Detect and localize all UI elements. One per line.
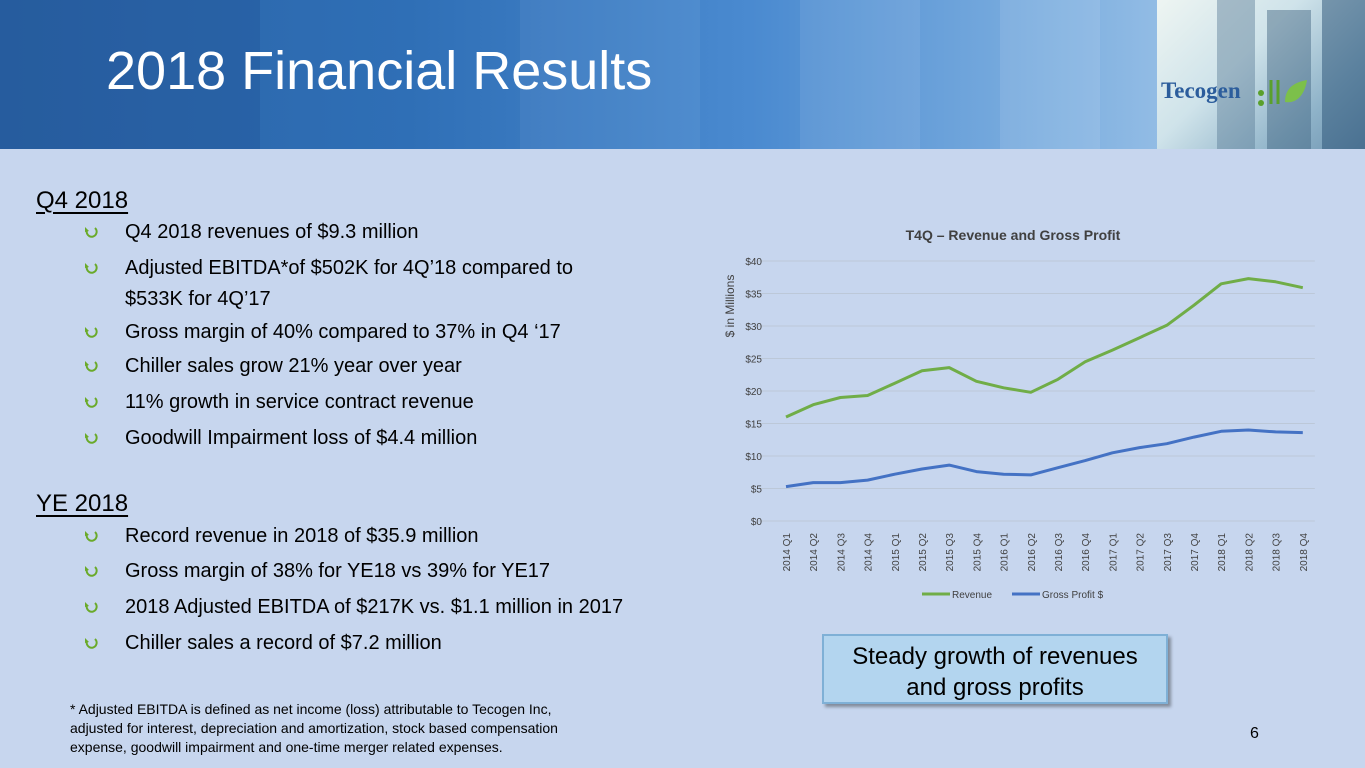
tecogen-logo: Tecogen — [1157, 72, 1365, 112]
x-tick-label: 2016 Q4 — [1081, 533, 1092, 572]
bullet-text: Q4 2018 revenues of $9.3 million — [125, 221, 419, 243]
ye-section-heading: YE 2018 — [36, 490, 129, 517]
x-tick-label: 2015 Q3 — [945, 533, 956, 572]
callout-line: and gross profits — [906, 674, 1084, 701]
y-tick-label: $35 — [745, 290, 762, 301]
logo-text: Tecogen — [1161, 78, 1241, 103]
x-tick-label: 2015 Q1 — [891, 533, 902, 572]
bullet-arrow-icon — [85, 566, 98, 577]
x-tick-label: 2014 Q4 — [864, 533, 875, 572]
callout-line: Steady growth of revenues — [852, 643, 1138, 670]
x-tick-label: 2015 Q2 — [918, 533, 929, 572]
building-shape — [1267, 10, 1311, 149]
building-photo: Tecogen — [1157, 0, 1365, 149]
footnote-line: * Adjusted EBITDA is defined as net inco… — [70, 701, 552, 717]
bullet-text: Goodwill Impairment loss of $4.4 million — [125, 427, 478, 449]
chart-series — [785, 277, 1304, 489]
chart-title: T4Q – Revenue and Gross Profit — [906, 227, 1121, 243]
ebitda-footnote: * Adjusted EBITDA is defined as net inco… — [70, 700, 558, 757]
legend-label: Revenue — [952, 590, 992, 601]
revenue-gross-profit-chart: T4Q – Revenue and Gross Profit $ in Mill… — [723, 227, 1315, 601]
revenue-series-line — [785, 277, 1304, 419]
building-shape — [1322, 0, 1365, 149]
header-band — [1000, 0, 1100, 149]
chart-x-ticks: 2014 Q1 2014 Q2 2014 Q3 2014 Q4 2015 Q1 2015 … — [782, 533, 1310, 572]
bullet-text: 11% growth in service contract revenue — [125, 391, 474, 413]
x-tick-label: 2017 Q3 — [1163, 533, 1174, 572]
x-tick-label: 2017 Q1 — [1108, 533, 1119, 572]
x-tick-label: 2014 Q3 — [836, 533, 847, 572]
title-bar: 2018 Financial Results Tecogen — [0, 0, 1365, 149]
x-tick-label: 2018 Q2 — [1244, 533, 1255, 572]
x-tick-label: 2016 Q1 — [1000, 533, 1011, 572]
bullet-text: Gross margin of 38% for YE18 vs 39% for … — [125, 560, 551, 582]
footnote-line: adjusted for interest, depreciation and … — [70, 720, 558, 736]
bullet-text: $533K for 4Q’17 — [125, 288, 271, 310]
page-number: 6 — [1250, 725, 1259, 742]
y-tick-label: $20 — [745, 387, 762, 398]
x-tick-label: 2016 Q2 — [1027, 533, 1038, 572]
bullet-text: Record revenue in 2018 of $35.9 million — [125, 525, 479, 547]
x-tick-label: 2018 Q1 — [1217, 533, 1228, 572]
legend-label: Gross Profit $ — [1042, 590, 1104, 601]
bullet-arrow-icon — [85, 327, 98, 338]
x-tick-label: 2018 Q3 — [1272, 533, 1283, 572]
slide-title: 2018 Financial Results — [106, 41, 653, 101]
steady-growth-callout: Steady growth of revenues and gross prof… — [822, 634, 1168, 704]
gross-profit-series-line — [785, 428, 1303, 489]
x-tick-label: 2017 Q4 — [1190, 533, 1201, 572]
bullet-arrow-icon — [85, 397, 98, 408]
header-band — [800, 0, 920, 149]
bullet-arrow-icon — [85, 638, 98, 649]
y-tick-label: $25 — [745, 355, 762, 366]
bullet-arrow-icon — [85, 433, 98, 444]
header-band — [520, 0, 700, 149]
bullet-text: Gross margin of 40% compared to 37% in Q… — [125, 321, 561, 343]
bullet-arrow-icon — [85, 263, 98, 274]
y-tick-label: $30 — [745, 322, 762, 333]
x-tick-label: 2016 Q3 — [1054, 533, 1065, 572]
chart-y-axis-label: $ in Millions — [723, 275, 737, 338]
bullet-arrow-icon — [85, 361, 98, 372]
y-tick-label: $15 — [745, 420, 762, 431]
y-tick-label: $5 — [751, 485, 763, 496]
y-tick-label: $0 — [751, 517, 763, 528]
x-tick-label: 2018 Q4 — [1299, 533, 1310, 572]
q4-section-heading: Q4 2018 — [36, 187, 129, 214]
bullet-text: 2018 Adjusted EBITDA of $217K vs. $1.1 m… — [125, 596, 624, 618]
chart-y-ticks: $0 $5 $10 $15 $20 $25 $30 $35 $40 — [745, 257, 762, 528]
building-shape — [1217, 0, 1255, 149]
y-tick-label: $10 — [745, 452, 762, 463]
leaf-icon — [1258, 80, 1307, 106]
x-tick-label: 2014 Q2 — [809, 533, 820, 572]
x-tick-label: 2017 Q2 — [1136, 533, 1147, 572]
header-band — [0, 0, 260, 149]
bullet-text: Chiller sales grow 21% year over year — [125, 355, 462, 377]
bullet-arrow-icon — [85, 531, 98, 542]
footnote-line: expense, goodwill impairment and one-tim… — [70, 739, 503, 755]
x-tick-label: 2014 Q1 — [782, 533, 793, 572]
chart-legend: Revenue Gross Profit $ — [922, 590, 1104, 601]
bullet-arrow-icon — [85, 227, 98, 238]
y-tick-label: $40 — [745, 257, 762, 268]
x-tick-label: 2015 Q4 — [972, 533, 983, 572]
bullet-text: Adjusted EBITDA*of $502K for 4Q’18 compa… — [125, 257, 574, 279]
bullet-text: Chiller sales a record of $7.2 million — [125, 632, 442, 654]
bullet-arrow-icon — [85, 602, 98, 613]
